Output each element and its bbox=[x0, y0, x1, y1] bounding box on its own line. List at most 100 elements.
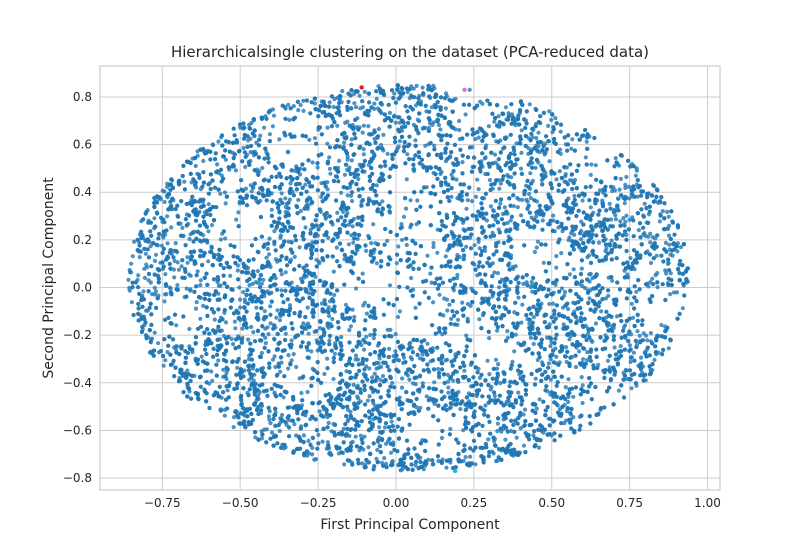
data-point bbox=[293, 255, 297, 259]
data-point bbox=[161, 235, 165, 239]
y-tick-label: 0.0 bbox=[73, 281, 92, 295]
data-point bbox=[581, 357, 585, 361]
data-point bbox=[613, 345, 617, 349]
data-point bbox=[572, 267, 576, 271]
data-point bbox=[398, 139, 402, 143]
y-tick-label: −0.8 bbox=[63, 471, 92, 485]
data-point bbox=[185, 287, 189, 291]
data-point bbox=[486, 437, 490, 441]
data-point bbox=[372, 336, 376, 340]
data-point bbox=[581, 401, 585, 405]
data-point bbox=[138, 255, 142, 259]
data-point bbox=[623, 201, 627, 205]
data-point bbox=[457, 128, 461, 132]
data-point bbox=[249, 121, 253, 125]
data-point bbox=[371, 222, 375, 226]
data-point bbox=[558, 169, 562, 173]
data-point bbox=[572, 233, 576, 237]
data-point bbox=[369, 241, 373, 245]
data-point bbox=[564, 172, 568, 176]
data-point bbox=[185, 255, 189, 259]
data-point bbox=[325, 357, 329, 361]
data-point bbox=[413, 306, 417, 310]
data-point bbox=[389, 451, 393, 455]
data-point bbox=[153, 331, 157, 335]
data-point bbox=[546, 124, 550, 128]
data-point bbox=[566, 307, 570, 311]
data-point bbox=[449, 405, 453, 409]
data-point bbox=[496, 422, 500, 426]
data-point bbox=[394, 121, 398, 125]
data-point bbox=[129, 262, 133, 266]
data-point bbox=[410, 357, 414, 361]
data-point bbox=[256, 269, 260, 273]
data-point bbox=[681, 306, 685, 310]
data-point bbox=[130, 300, 134, 304]
data-point bbox=[358, 106, 362, 110]
data-point bbox=[223, 236, 227, 240]
data-point bbox=[194, 307, 198, 311]
data-point bbox=[154, 253, 158, 257]
data-point bbox=[307, 138, 311, 142]
data-point bbox=[444, 106, 448, 110]
data-point bbox=[570, 137, 574, 141]
data-point bbox=[210, 223, 214, 227]
data-point bbox=[516, 296, 520, 300]
data-point bbox=[421, 86, 425, 90]
data-point bbox=[445, 358, 449, 362]
data-point bbox=[519, 213, 523, 217]
data-point bbox=[494, 459, 498, 463]
y-tick-label: 0.8 bbox=[73, 90, 92, 104]
data-point bbox=[629, 360, 633, 364]
data-point bbox=[215, 162, 219, 166]
data-point bbox=[397, 145, 401, 149]
data-point bbox=[299, 391, 303, 395]
data-point bbox=[223, 414, 227, 418]
data-point bbox=[342, 141, 346, 145]
data-point bbox=[362, 124, 366, 128]
x-tick-label: 0.50 bbox=[538, 496, 565, 510]
data-point bbox=[331, 377, 335, 381]
data-point bbox=[303, 225, 307, 229]
data-point bbox=[444, 466, 448, 470]
data-point bbox=[448, 427, 452, 431]
data-point bbox=[335, 124, 339, 128]
data-point bbox=[523, 408, 527, 412]
data-point bbox=[362, 147, 366, 151]
data-point bbox=[519, 167, 523, 171]
data-point bbox=[294, 365, 298, 369]
data-point bbox=[431, 245, 435, 249]
data-point bbox=[126, 278, 130, 282]
data-point bbox=[364, 335, 368, 339]
data-point bbox=[606, 359, 610, 363]
data-point bbox=[538, 397, 542, 401]
data-point bbox=[348, 410, 352, 414]
data-point bbox=[516, 205, 520, 209]
data-point bbox=[347, 242, 351, 246]
data-point bbox=[379, 365, 383, 369]
data-point bbox=[152, 216, 156, 220]
x-tick-label: 0.00 bbox=[383, 496, 410, 510]
data-point bbox=[384, 442, 388, 446]
data-point bbox=[223, 190, 227, 194]
data-point bbox=[432, 380, 436, 384]
data-point bbox=[226, 388, 230, 392]
data-point bbox=[268, 132, 272, 136]
data-point bbox=[375, 261, 379, 265]
data-point bbox=[542, 261, 546, 265]
data-point bbox=[496, 271, 500, 275]
data-point bbox=[333, 352, 337, 356]
data-point bbox=[328, 100, 332, 104]
data-point bbox=[499, 182, 503, 186]
data-point bbox=[270, 430, 274, 434]
data-point bbox=[136, 273, 140, 277]
data-point bbox=[327, 155, 331, 159]
data-point bbox=[267, 252, 271, 256]
data-point bbox=[642, 331, 646, 335]
data-point bbox=[296, 108, 300, 112]
x-tick-label: −0.50 bbox=[222, 496, 259, 510]
data-point bbox=[659, 323, 663, 327]
data-point bbox=[145, 265, 149, 269]
data-point bbox=[494, 358, 498, 362]
data-point bbox=[628, 256, 632, 260]
